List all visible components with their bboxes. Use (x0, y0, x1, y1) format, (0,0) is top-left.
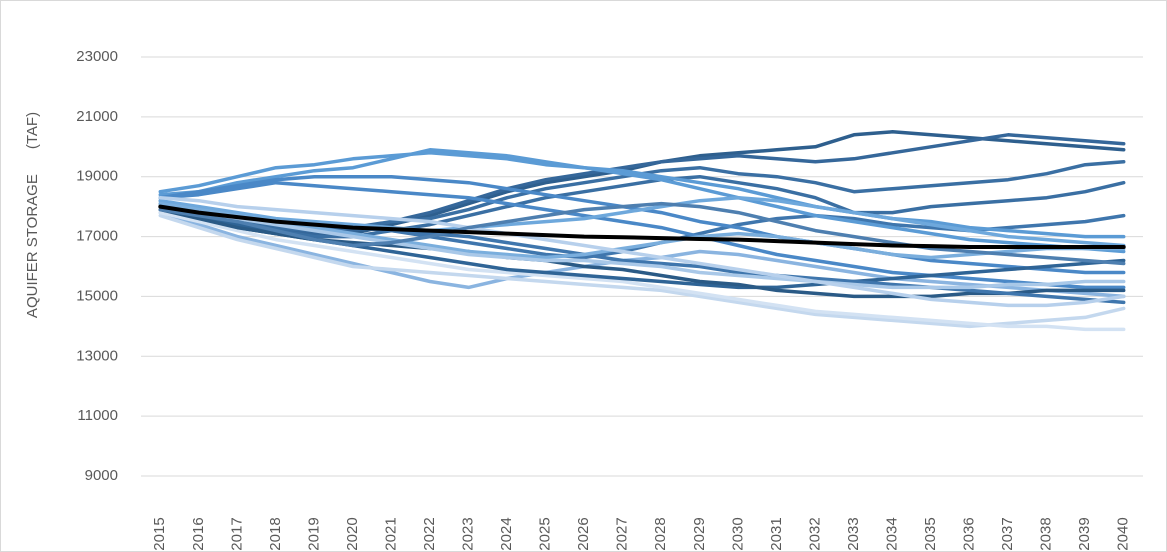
series-line (158, 180, 1126, 290)
series-line (158, 195, 1126, 308)
x-tick-label: 2033 (845, 517, 862, 550)
x-tick-label: 2031 (768, 517, 785, 550)
x-tick-label: 2039 (1076, 517, 1093, 550)
x-tick-label: 2024 (498, 517, 515, 550)
x-tick-label: 2016 (190, 517, 207, 550)
y-tick-label: 17000 (76, 228, 118, 245)
x-tick-label: 2015 (151, 517, 168, 550)
x-tick-label: 2017 (228, 517, 245, 550)
x-tick-label: 2028 (652, 517, 669, 550)
x-tick-label: 2027 (614, 517, 631, 550)
x-tick-label: 2020 (344, 517, 361, 550)
series-line (158, 151, 1126, 239)
x-tick-label: 2038 (1038, 517, 1055, 550)
series-line (158, 210, 1126, 332)
x-tick-label: 2029 (691, 517, 708, 550)
x-tick-label: 2019 (305, 517, 322, 550)
x-tick-label: 2023 (460, 517, 477, 550)
x-tick-label: 2040 (1115, 517, 1132, 550)
y-tick-label: 15000 (76, 287, 118, 304)
series-line (158, 213, 1126, 329)
series-line (158, 174, 1126, 239)
y-tick-label: 23000 (76, 48, 118, 65)
y-tick-label: 9000 (85, 467, 118, 484)
x-tick-label: 2032 (806, 517, 823, 550)
series-line (158, 201, 1126, 260)
x-tick-label: 2026 (575, 517, 592, 550)
x-tick-label: 2022 (421, 517, 438, 550)
y-tick-label: 19000 (76, 168, 118, 185)
y-tick-label: 21000 (76, 108, 118, 125)
x-tick-label: 2037 (999, 517, 1016, 550)
x-tick-label: 2018 (267, 517, 284, 550)
x-tick-label: 2036 (961, 517, 978, 550)
x-tick-label: 2025 (537, 517, 554, 550)
x-tick-label: 2035 (922, 517, 939, 550)
series-line (158, 195, 1126, 248)
x-tick-label: 2034 (883, 517, 900, 550)
series-line (158, 148, 1126, 254)
x-tick-label: 2030 (729, 517, 746, 550)
y-axis-title: AQUIFER STORAGE (TAF) (24, 112, 41, 318)
series-line (158, 210, 1126, 299)
x-tick-label: 2021 (382, 517, 399, 550)
series-line (158, 204, 1126, 249)
y-tick-label: 11000 (77, 407, 118, 424)
y-tick-label: 13000 (76, 347, 118, 364)
series-line (158, 204, 1126, 290)
series-line (158, 201, 1126, 266)
